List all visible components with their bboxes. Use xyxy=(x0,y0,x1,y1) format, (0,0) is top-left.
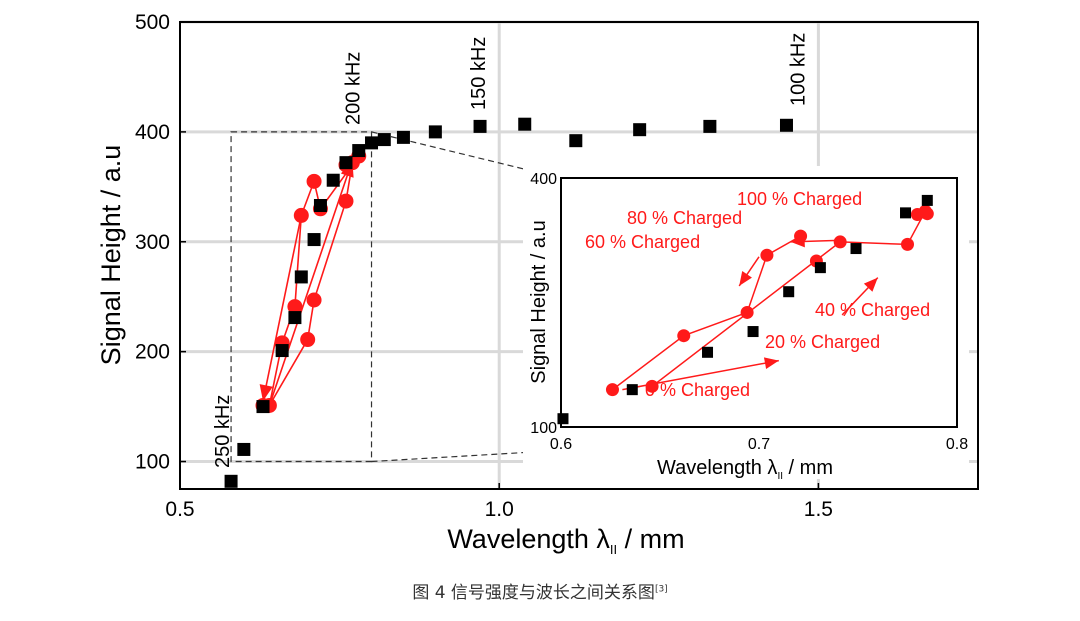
inset-red-circle-point xyxy=(833,235,847,249)
inset-red-circle-point xyxy=(760,248,774,262)
inset-red-arrow-head xyxy=(863,277,878,292)
black-square-point xyxy=(633,123,647,137)
red-arrow-head xyxy=(259,384,273,402)
inset-x-tick-label: 0.7 xyxy=(748,436,770,453)
black-square-point xyxy=(256,400,270,414)
inset-red-circle-point xyxy=(605,383,619,397)
annotation-40-charged: 40 % Charged xyxy=(815,300,930,320)
black-square-point xyxy=(396,130,410,144)
freq-label-100khz: 100 kHz xyxy=(787,33,809,106)
inset-plot-frame xyxy=(560,177,958,428)
inset-x-tick-label: 0.8 xyxy=(946,436,968,453)
red-circle-point xyxy=(338,193,354,209)
red-circle-point xyxy=(300,332,316,348)
red-circle-point xyxy=(306,173,322,189)
inset-y-tick-label: 100 xyxy=(530,420,557,437)
inset-black-square-point xyxy=(814,262,826,274)
annotation-80-charged: 80 % Charged xyxy=(627,208,742,228)
black-square-point xyxy=(275,344,289,358)
black-square-point xyxy=(326,173,340,187)
inset-red-arrow-head xyxy=(763,357,779,369)
black-square-point xyxy=(339,156,353,170)
black-square-point xyxy=(518,117,532,131)
y-tick-label: 200 xyxy=(135,341,170,364)
caption-text: 图 4 信号强度与波长之间关系图 xyxy=(412,583,655,603)
black-square-point xyxy=(569,134,583,148)
black-square-point xyxy=(313,199,327,213)
x-axis-label-subscript: II xyxy=(610,542,617,557)
inset-y-tick-label: 400 xyxy=(530,171,557,188)
annotation-60-charged: 60 % Charged xyxy=(585,232,700,252)
freq-label-250khz: 250 kHz xyxy=(212,395,234,468)
black-square-point xyxy=(365,136,379,150)
annotation-0-charged: 0 % Charged xyxy=(645,380,750,400)
annotation-20-charged: 20 % Charged xyxy=(765,332,880,352)
black-square-point xyxy=(288,311,302,325)
caption-reference: [3] xyxy=(654,584,668,595)
inset-black-square-point xyxy=(702,346,714,358)
inset-x-axis-label: Wavelength λII / mm xyxy=(657,457,833,482)
red-circle-point xyxy=(306,292,322,308)
inset-x-tick-label: 0.6 xyxy=(550,436,572,453)
red-series-line xyxy=(268,339,309,406)
black-square-point xyxy=(237,442,251,456)
black-square-point xyxy=(703,119,717,133)
inset-red-circle-point xyxy=(740,305,754,319)
main-chart: 200 kHz 150 kHz 100 kHz 250 kHz 0.5 1.0 1.5 100… xyxy=(96,11,979,557)
x-axis-label-unit: / mm xyxy=(617,524,685,554)
black-square-point xyxy=(307,233,321,247)
black-square-point xyxy=(779,118,793,132)
figure-caption: 图 4 信号强度与波长之间关系图[3] xyxy=(0,578,1080,603)
inset-black-square-point xyxy=(747,326,759,338)
y-tick-label: 500 xyxy=(135,11,170,34)
inset-red-circle-point xyxy=(901,237,914,251)
y-axis-label: Signal Height / a.u xyxy=(96,145,126,366)
inset-x-axis-label-subscript: II xyxy=(777,471,783,482)
red-circle-point xyxy=(293,207,309,223)
black-square-point xyxy=(377,133,391,147)
inset-red-circle-point xyxy=(920,207,934,221)
main-plot-frame xyxy=(179,21,979,490)
inset-black-square-point xyxy=(850,243,862,255)
inset-red-circle-point xyxy=(910,208,924,222)
freq-label-200khz: 200 kHz xyxy=(343,52,365,125)
black-square-point xyxy=(352,144,366,158)
annotation-100-charged: 100 % Charged xyxy=(737,189,862,209)
x-tick-label: 1.0 xyxy=(485,498,514,521)
inset-black-square-point xyxy=(921,194,933,206)
black-square-point xyxy=(224,474,238,488)
x-tick-label: 1.5 xyxy=(804,498,833,521)
inset-black-square-point xyxy=(900,207,912,219)
inset-red-circle-point xyxy=(645,379,659,393)
black-square-point xyxy=(294,270,308,284)
inset-black-square-point xyxy=(783,286,795,298)
y-tick-label: 300 xyxy=(135,231,170,254)
inset-black-square-point xyxy=(557,413,569,425)
x-tick-label: 0.5 xyxy=(165,498,194,521)
inset-chart: 0.6 0.7 0.8 100 400 Wavelength λII / mm Signal… xyxy=(523,166,969,482)
freq-label-150khz: 150 kHz xyxy=(468,37,490,110)
inset-x-axis-label-unit: / mm xyxy=(783,457,833,479)
x-axis-label: Wavelength λII / mm xyxy=(447,524,684,557)
inset-red-circle-point xyxy=(794,229,808,243)
inset-y-axis-label: Signal Height / a.u xyxy=(528,220,550,383)
y-tick-label: 100 xyxy=(135,451,170,474)
black-square-point xyxy=(428,125,442,139)
black-square-point xyxy=(473,119,487,133)
y-tick-label: 400 xyxy=(135,121,170,144)
red-circle-point xyxy=(287,299,303,315)
inset-red-arrow-head xyxy=(739,271,752,286)
inset-red-circle-point xyxy=(677,329,691,343)
red-arrow-line xyxy=(262,215,303,402)
inset-black-square-point xyxy=(626,384,638,396)
zoom-box xyxy=(230,131,373,463)
